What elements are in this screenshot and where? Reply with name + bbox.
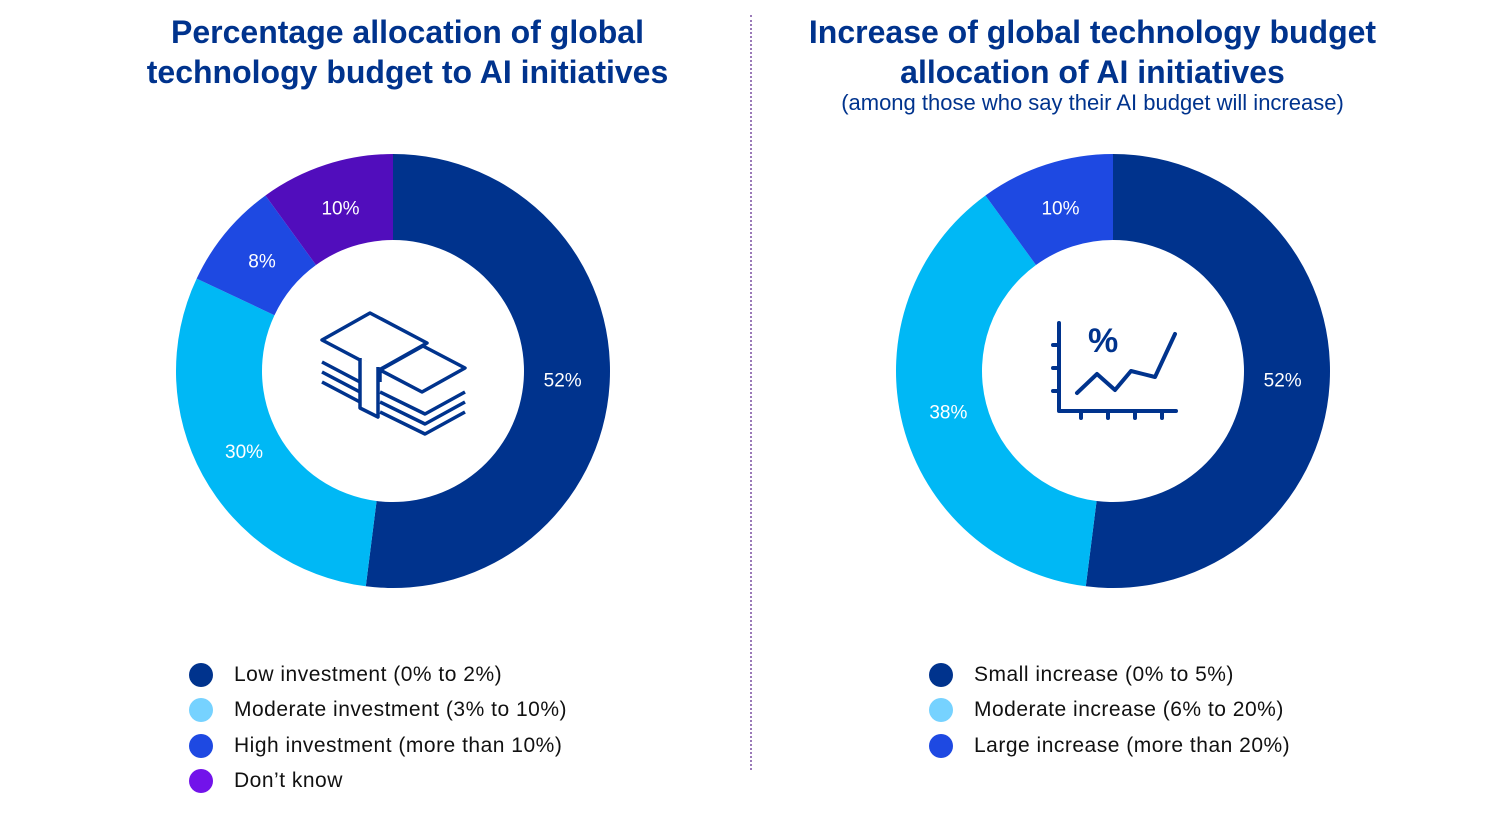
right-chart-title: Increase of global technology budget all… (808, 14, 1377, 90)
legend-swatch (929, 698, 953, 723)
legend-label: Moderate increase (6% to 20%) (974, 698, 1284, 722)
donut-slice (896, 195, 1097, 587)
money-stack-icon (320, 311, 467, 436)
legend-item: Low investment (0% to 2%) (189, 657, 567, 693)
legend-label: Large increase (more than 20%) (974, 733, 1291, 757)
slice-data-label: 52% (1264, 371, 1302, 392)
legend-swatch (189, 733, 213, 758)
slice-data-label: 8% (248, 252, 276, 273)
legend-label: High investment (more than 10%) (234, 733, 563, 757)
donut-slice (175, 278, 377, 587)
slice-data-label: 10% (1041, 198, 1079, 219)
right-donut-chart: 52% 38% 10% % (896, 154, 1330, 589)
legend-swatch (189, 769, 213, 794)
donut-slice (365, 154, 611, 589)
donut-slice (265, 154, 393, 266)
chart-divider (750, 15, 752, 770)
legend-item: Large increase (more than 20%) (929, 728, 1290, 764)
legend-label: Low investment (0% to 2%) (234, 662, 503, 686)
legend-item: Small increase (0% to 5%) (929, 657, 1290, 693)
legend-label: Small increase (0% to 5%) (974, 662, 1234, 686)
legend-label: Moderate investment (3% to 10%) (234, 698, 567, 722)
slice-data-label: 38% (929, 402, 967, 423)
right-legend: Small increase (0% to 5%) Moderate incre… (929, 657, 1290, 764)
legend-item: High investment (more than 10%) (189, 728, 567, 764)
donut-slice (985, 154, 1113, 266)
left-chart-title: Percentage allocation of global technolo… (146, 14, 669, 90)
donut-slice (196, 195, 317, 316)
percent-sign: % (1088, 322, 1118, 360)
legend-item: Don’t know (189, 764, 567, 800)
slice-data-label: 52% (544, 371, 582, 392)
legend-swatch (929, 662, 953, 687)
slice-data-label: 30% (225, 442, 263, 463)
percent-line-chart-icon: % (1051, 321, 1178, 420)
left-donut-chart: 52% 30% 8% 10% (175, 154, 611, 589)
legend-item: Moderate increase (6% to 20%) (929, 693, 1290, 729)
donut-slice (1085, 154, 1330, 589)
right-chart-subtitle: (among those who say their AI budget wil… (841, 90, 1344, 115)
legend-swatch (189, 698, 213, 723)
legend-label: Don’t know (234, 769, 343, 793)
legend-swatch (929, 733, 953, 758)
slice-data-label: 10% (321, 198, 359, 219)
left-legend: Low investment (0% to 2%) Moderate inves… (189, 657, 567, 799)
legend-item: Moderate investment (3% to 10%) (189, 693, 567, 729)
legend-swatch (189, 662, 213, 687)
